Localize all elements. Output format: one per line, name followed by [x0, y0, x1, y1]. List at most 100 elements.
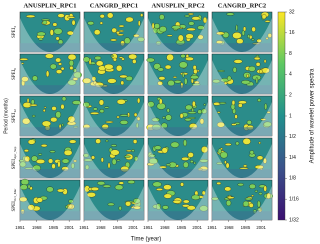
- x-tick-label: 2001: [192, 225, 202, 230]
- wavelet-blob: [241, 30, 245, 36]
- wavelet-blob: [94, 29, 101, 36]
- column-title: ANUSPLIN_RPC1: [23, 2, 76, 9]
- wavelet-blob: [138, 20, 141, 26]
- wavelet-blob: [119, 114, 129, 117]
- wavelet-blob: [49, 63, 57, 70]
- wavelet-panel: [211, 95, 273, 137]
- wavelet-blob: [166, 53, 174, 61]
- wavelet-blob: [224, 160, 227, 164]
- wavelet-blob: [197, 25, 205, 30]
- x-tick-label: 1968: [224, 225, 234, 230]
- cone-of-influence: [84, 144, 144, 178]
- low-band: [20, 85, 80, 94]
- wavelet-blob: [231, 100, 236, 106]
- wavelet-blob: [48, 158, 54, 164]
- wavelet-blob: [91, 155, 96, 160]
- cone-of-influence: [148, 60, 208, 94]
- wavelet-blob: [116, 99, 126, 105]
- low-band: [84, 43, 144, 52]
- wavelet-blob: [97, 181, 106, 186]
- wavelet-blob: [159, 14, 165, 20]
- wavelet-blob: [57, 188, 65, 193]
- low-band: [212, 127, 272, 136]
- wavelet-blob: [178, 61, 188, 69]
- row-label-base: SPEI: [12, 69, 17, 80]
- wavelet-blob: [149, 154, 156, 158]
- wavelet-blob: [164, 64, 172, 70]
- wavelet-blob: [235, 24, 238, 32]
- column-title: ANUSPLIN_RPC2: [151, 2, 204, 9]
- cone-of-influence: [84, 60, 144, 94]
- wavelet-blob: [244, 197, 252, 201]
- wavelet-blob: [249, 150, 254, 155]
- wavelet-blob: [234, 114, 238, 119]
- wavelet-blob: [163, 184, 172, 190]
- wavelet-blob: [257, 98, 262, 102]
- row-label-base: SPEI: [12, 112, 17, 123]
- wavelet-blob: [61, 96, 67, 102]
- cone-of-influence: [84, 186, 144, 220]
- cone-of-influence: [84, 18, 144, 52]
- x-tick-label: 2001: [128, 225, 138, 230]
- cone-of-influence: [212, 186, 272, 220]
- wavelet-blob: [116, 115, 120, 119]
- wavelet-blob: [21, 76, 29, 82]
- wavelet-blob: [218, 102, 227, 105]
- cone-of-influence: [212, 102, 272, 136]
- wavelet-blob: [174, 80, 182, 84]
- wavelet-blob: [60, 104, 65, 110]
- wavelet-blob: [30, 99, 35, 105]
- wavelet-blob: [146, 57, 155, 63]
- wavelet-panel: [19, 178, 81, 221]
- wavelet-blob: [201, 190, 206, 196]
- column-title: CANGRD_RPC2: [218, 2, 266, 9]
- wavelet-blob: [57, 160, 61, 168]
- wavelet-blob: [41, 120, 51, 127]
- wavelet-panel: [82, 53, 145, 95]
- wavelet-blob: [100, 157, 104, 163]
- wavelet-blob: [233, 59, 243, 64]
- row-label-base: SPEI: [12, 27, 17, 38]
- cone-of-influence: [20, 60, 80, 94]
- row-label: SPEI3: [12, 26, 17, 38]
- wavelet-blob: [107, 12, 114, 19]
- x-tick-label: 1968: [96, 225, 106, 230]
- wavelet-blob: [86, 192, 96, 198]
- wavelet-blob: [257, 207, 262, 211]
- x-tick-label: 1985: [49, 225, 59, 230]
- low-band: [20, 43, 80, 52]
- wavelet-blob: [46, 186, 54, 193]
- wavelet-blob: [137, 37, 145, 42]
- wavelet-blob: [73, 68, 77, 73]
- wavelet-blob: [190, 75, 199, 80]
- wavelet-blob: [61, 158, 70, 164]
- wavelet-blob: [266, 111, 271, 114]
- x-tick-label: 2001: [64, 225, 74, 230]
- wavelet-blob: [68, 59, 74, 67]
- wavelet-blob: [263, 157, 267, 164]
- wavelet-blob: [24, 155, 31, 162]
- row-label-sub: 6: [13, 68, 17, 70]
- wavelet-blob: [65, 205, 68, 209]
- wavelet-blob: [258, 192, 263, 196]
- wavelet-blob: [224, 186, 232, 192]
- wavelet-blob: [29, 103, 38, 107]
- wavelet-blob: [193, 68, 198, 75]
- wavelet-blob: [196, 69, 200, 72]
- wavelet-blob: [201, 146, 208, 153]
- wavelet-blob: [154, 145, 162, 150]
- wavelet-blob: [239, 167, 249, 170]
- wavelet-blob: [98, 99, 105, 106]
- wavelet-blob: [183, 161, 189, 168]
- wavelet-blob: [19, 58, 29, 61]
- x-tick-label: 1985: [113, 225, 123, 230]
- row-label-sub: 12: [13, 109, 17, 113]
- wavelet-blob: [51, 106, 57, 111]
- wavelet-blob: [116, 33, 124, 36]
- wavelet-blob: [68, 204, 73, 209]
- low-band: [212, 211, 272, 220]
- low-band: [84, 169, 144, 178]
- row-label: SPEI12: [12, 109, 17, 123]
- wavelet-blob: [90, 186, 99, 191]
